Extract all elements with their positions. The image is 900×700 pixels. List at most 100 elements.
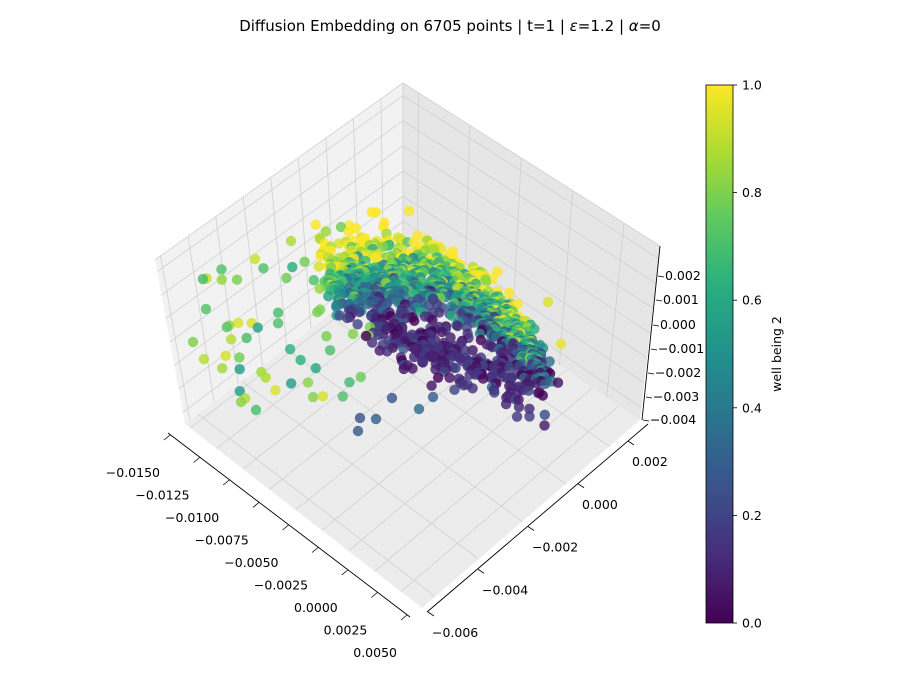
x-tick-label: 0.0000 <box>294 600 338 615</box>
x-axis-line <box>167 432 411 618</box>
scatter-point <box>225 334 237 345</box>
scatter-point <box>250 404 262 416</box>
scatter-point <box>403 205 415 217</box>
scatter-point <box>382 346 393 357</box>
scatter-point <box>270 385 281 396</box>
scatter-point <box>467 383 478 394</box>
scatter-point <box>363 298 374 310</box>
z-tick-label: 0.001 <box>663 292 699 307</box>
grid-line <box>402 170 651 334</box>
colorbar-label: well being 2 <box>769 316 784 392</box>
z-tick-mark <box>647 372 655 375</box>
scatter-point <box>197 273 209 285</box>
scatter-point <box>337 391 348 402</box>
scatter-point <box>523 385 534 396</box>
scatter-point <box>407 363 418 374</box>
scatter-point <box>333 238 344 249</box>
x-tick-mark <box>282 524 289 531</box>
scatter-point <box>344 377 355 388</box>
scatter-point <box>216 264 227 275</box>
x-tick-mark <box>252 502 260 508</box>
scatter-point <box>540 378 551 389</box>
y-tick-label: −0.004 <box>482 582 528 597</box>
y-ticks: −0.006 −0.004 −0.002 0.000 0.002 <box>427 440 668 640</box>
title-part: α <box>629 17 639 35</box>
z-tick-label: 0.002 <box>665 268 701 283</box>
scatter-point <box>312 307 323 318</box>
x-tick-mark <box>163 434 171 441</box>
pane-edge <box>154 82 404 261</box>
scatter-point <box>352 319 363 330</box>
scatter-point <box>287 261 298 273</box>
pane-right <box>403 83 660 420</box>
x-tick-mark <box>222 479 230 486</box>
y-tick-mark <box>477 568 485 574</box>
scatter-point <box>308 275 319 286</box>
scatter-point <box>347 328 359 340</box>
scatter-point <box>503 287 515 299</box>
scatter-point <box>285 235 297 247</box>
scatter-point <box>511 411 523 422</box>
scatter-point <box>413 403 425 415</box>
pane-left <box>155 83 403 424</box>
y-tick-mark <box>627 440 635 446</box>
scatter-point <box>449 384 460 395</box>
z-tick-label: −0.004 <box>650 412 696 427</box>
x-tick-label: 0.0050 <box>353 645 397 660</box>
scatter-point <box>317 391 329 402</box>
scatter-point <box>234 364 245 375</box>
grid-line <box>402 95 659 259</box>
scatter-point <box>187 336 199 348</box>
scatter-point <box>426 380 437 391</box>
scatter-point <box>544 356 555 367</box>
colorbar-tick-label: 0.8 <box>742 185 762 200</box>
scatter-point <box>409 315 420 326</box>
colorbar: 0.0 0.2 0.4 0.6 0.8 1.0 well being 2 <box>705 78 784 631</box>
z-tick-mark <box>655 299 663 302</box>
grid-line <box>161 120 404 296</box>
scatter-point <box>260 372 271 383</box>
scatter-point <box>504 363 515 374</box>
scatter-point <box>221 321 232 333</box>
colorbar-tick-label: 0.6 <box>742 293 762 308</box>
z-axis-line <box>641 245 661 421</box>
colorbar-tick-label: 0.0 <box>742 616 762 631</box>
pane-edge <box>402 82 661 247</box>
scatter-point <box>552 377 564 388</box>
scatter-point <box>386 392 398 404</box>
scatter-point <box>480 276 492 288</box>
x-tick-mark <box>311 547 319 553</box>
z-tick-mark <box>645 396 653 399</box>
scatter-point <box>489 387 500 398</box>
scatter-point <box>436 326 448 338</box>
scatter-point <box>477 373 489 384</box>
scatter-point <box>313 261 324 272</box>
scatter-point <box>217 363 228 374</box>
grid-line <box>285 347 523 522</box>
grid-line <box>197 413 436 598</box>
colorbar-gradient <box>705 84 734 624</box>
scatter-point <box>235 396 247 408</box>
grid-line <box>169 170 404 343</box>
scatter-point <box>310 219 321 230</box>
scatter-point <box>427 391 439 403</box>
scatter-point <box>286 378 297 389</box>
y-tick-label: 0.000 <box>582 497 618 512</box>
x-tick-label: −0.0025 <box>254 578 308 593</box>
x-tick-mark <box>341 569 349 576</box>
x-tick-label: −0.0075 <box>195 533 249 548</box>
x-tick-label: −0.0050 <box>224 555 278 570</box>
scatter-point <box>272 318 284 329</box>
y-axis-line <box>426 423 649 613</box>
title-part: =0 <box>639 17 661 35</box>
x-tick-label: 0.0025 <box>324 623 368 638</box>
scatter-point <box>234 352 245 363</box>
scatter-point <box>335 221 347 233</box>
scatter-point <box>427 244 438 255</box>
scatter-point <box>513 401 525 413</box>
scatter-point <box>234 386 245 397</box>
scatter-point <box>281 272 292 284</box>
z-ticks: −0.004 −0.003 −0.002 −0.001 0.000 0.001 0.002 <box>642 268 704 427</box>
title-part: Diffusion Embedding on 6705 points | t=1… <box>239 17 569 35</box>
